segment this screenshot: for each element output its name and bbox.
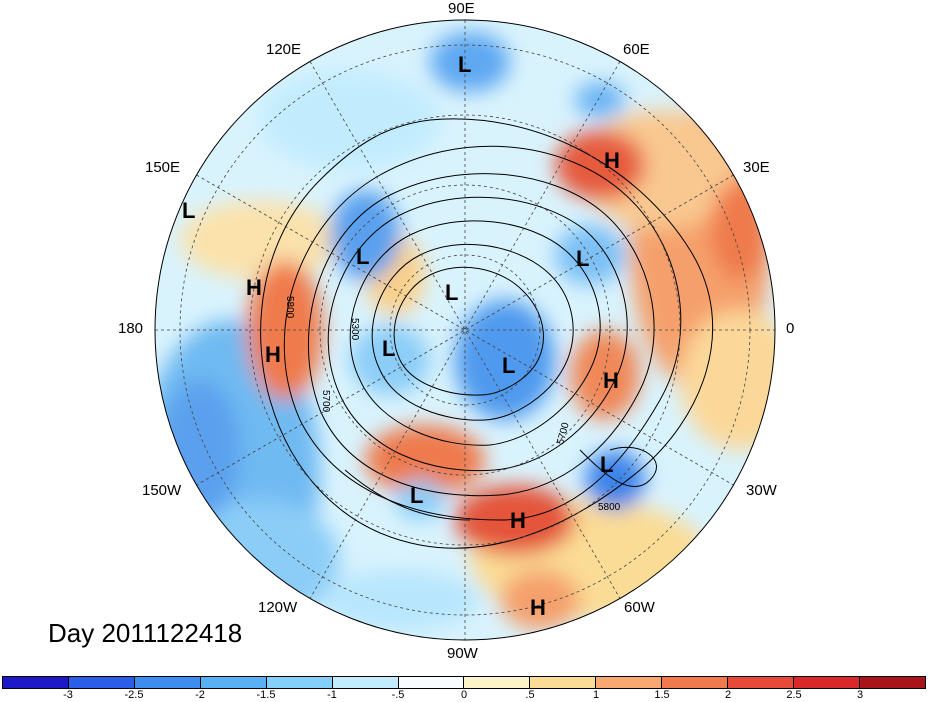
colorbar-swatch: [3, 677, 69, 688]
lon-label-180: 180: [118, 320, 144, 337]
date-label: Day 2011122418: [48, 618, 243, 648]
colorbar-tick-label: -.5: [391, 689, 405, 701]
lon-label-30w: 30W: [746, 482, 777, 499]
contour-label: 5300: [349, 318, 360, 341]
lon-label-150e: 150E: [145, 159, 181, 176]
contour-label: 5800: [284, 296, 295, 319]
lon-label-90w: 90W: [447, 645, 478, 662]
colorbar-swatch: [728, 677, 795, 688]
contour-label: 5800: [598, 502, 621, 513]
colorbar-swatch: [859, 677, 925, 688]
pressure-center: L: [458, 52, 471, 77]
meridians: [155, 20, 775, 640]
colorbar-swatch: [68, 677, 135, 688]
lon-label-0: 0: [786, 320, 795, 337]
pressure-center: H: [246, 275, 262, 300]
colorbar-swatch: [332, 677, 399, 688]
colorbar-swatch: [464, 677, 531, 688]
pressure-center: H: [510, 508, 526, 533]
colorbar-tick-label: 2: [724, 689, 732, 701]
colorbar-tick-label: 1: [592, 689, 600, 701]
height-contours: [260, 118, 714, 549]
colorbar-tick-label: -1.5: [256, 689, 276, 701]
colorbar-tick-label: 1.5: [654, 689, 670, 701]
pressure-center: L: [576, 246, 589, 271]
lon-label-120w: 120W: [258, 599, 298, 616]
colorbar-swatch: [596, 677, 663, 688]
colorbar-tick-label: -2: [195, 689, 205, 701]
pressure-center: L: [182, 198, 195, 223]
colorbar-swatch: [266, 677, 333, 688]
pressure-center: H: [604, 148, 620, 173]
colorbar-tick-label: 3: [856, 689, 864, 701]
pressure-center: H: [603, 368, 619, 393]
colorbar: [2, 676, 926, 689]
colorbar-tick-label: 2.5: [786, 689, 802, 701]
pressure-center: H: [265, 342, 281, 367]
pressure-center: L: [502, 353, 515, 378]
colorbar-tick-label: -2.5: [124, 689, 144, 701]
colorbar-swatch: [134, 677, 201, 688]
colorbar-tick-label: -3: [63, 689, 73, 701]
colorbar-tick-label: .5: [525, 689, 535, 701]
lon-label-90e: 90E: [448, 0, 475, 17]
lon-label-150w: 150W: [142, 482, 182, 499]
pressure-center: H: [530, 595, 546, 620]
pressure-center: L: [382, 336, 395, 361]
anomaly-shading: [155, 20, 775, 640]
pressure-center: L: [356, 244, 369, 269]
pressure-center: L: [410, 483, 423, 508]
lon-label-30e: 30E: [743, 159, 770, 176]
colorbar-swatch: [530, 677, 597, 688]
map-boundary: [154, 19, 776, 641]
lon-label-60e: 60E: [623, 41, 650, 58]
colorbar-tick-label: 0: [460, 689, 468, 701]
colorbar-tick-label: -1: [327, 689, 337, 701]
colorbar-swatch: [794, 677, 860, 688]
pressure-center: L: [445, 280, 458, 305]
colorbar-swatch: [200, 677, 267, 688]
pressure-centers: L H L H L L H L H L L H L H H L H: [182, 52, 620, 620]
lon-label-60w: 60W: [624, 599, 655, 616]
colorbar-swatch: [662, 677, 729, 688]
colorbar-swatch: [398, 677, 465, 688]
pressure-center: L: [600, 452, 613, 477]
lon-label-120e: 120E: [266, 41, 302, 58]
contour-label: 5700: [320, 390, 331, 413]
